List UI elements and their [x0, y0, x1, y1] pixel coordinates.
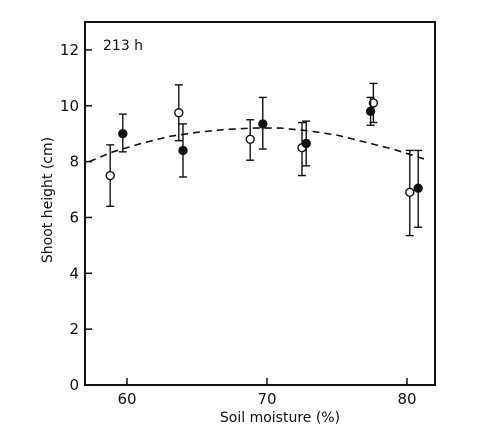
fit-curve [88, 127, 429, 163]
filled-data-point [178, 145, 188, 156]
open-data-point [245, 134, 255, 144]
panel-label: 213 h [103, 38, 143, 54]
x-tick-label: 60 [117, 390, 136, 408]
open-data-point [105, 170, 115, 181]
x-axis-label: Soil moisture (%) [220, 410, 340, 426]
y-tick-label: 6 [69, 208, 79, 226]
filled-data-point [413, 183, 423, 193]
filled-data-point [301, 138, 311, 149]
open-data-point [368, 98, 379, 108]
y-axis-label: Shoot height (cm) [40, 137, 56, 263]
plot-frame [84, 21, 436, 386]
y-tick-label: 2 [69, 320, 79, 338]
y-tick-label: 0 [69, 376, 79, 394]
filled-data-point [365, 106, 376, 117]
filled-data-point [258, 119, 268, 129]
x-tick-label: 80 [397, 390, 416, 408]
open-data-point [174, 108, 184, 118]
y-tick-label: 10 [60, 97, 79, 115]
open-data-point [405, 187, 415, 198]
y-tick-label: 4 [69, 264, 79, 282]
filled-data-point [118, 128, 128, 139]
y-tick-label: 12 [60, 41, 79, 59]
x-tick-label: 70 [257, 390, 276, 408]
y-tick-label: 8 [69, 153, 79, 171]
